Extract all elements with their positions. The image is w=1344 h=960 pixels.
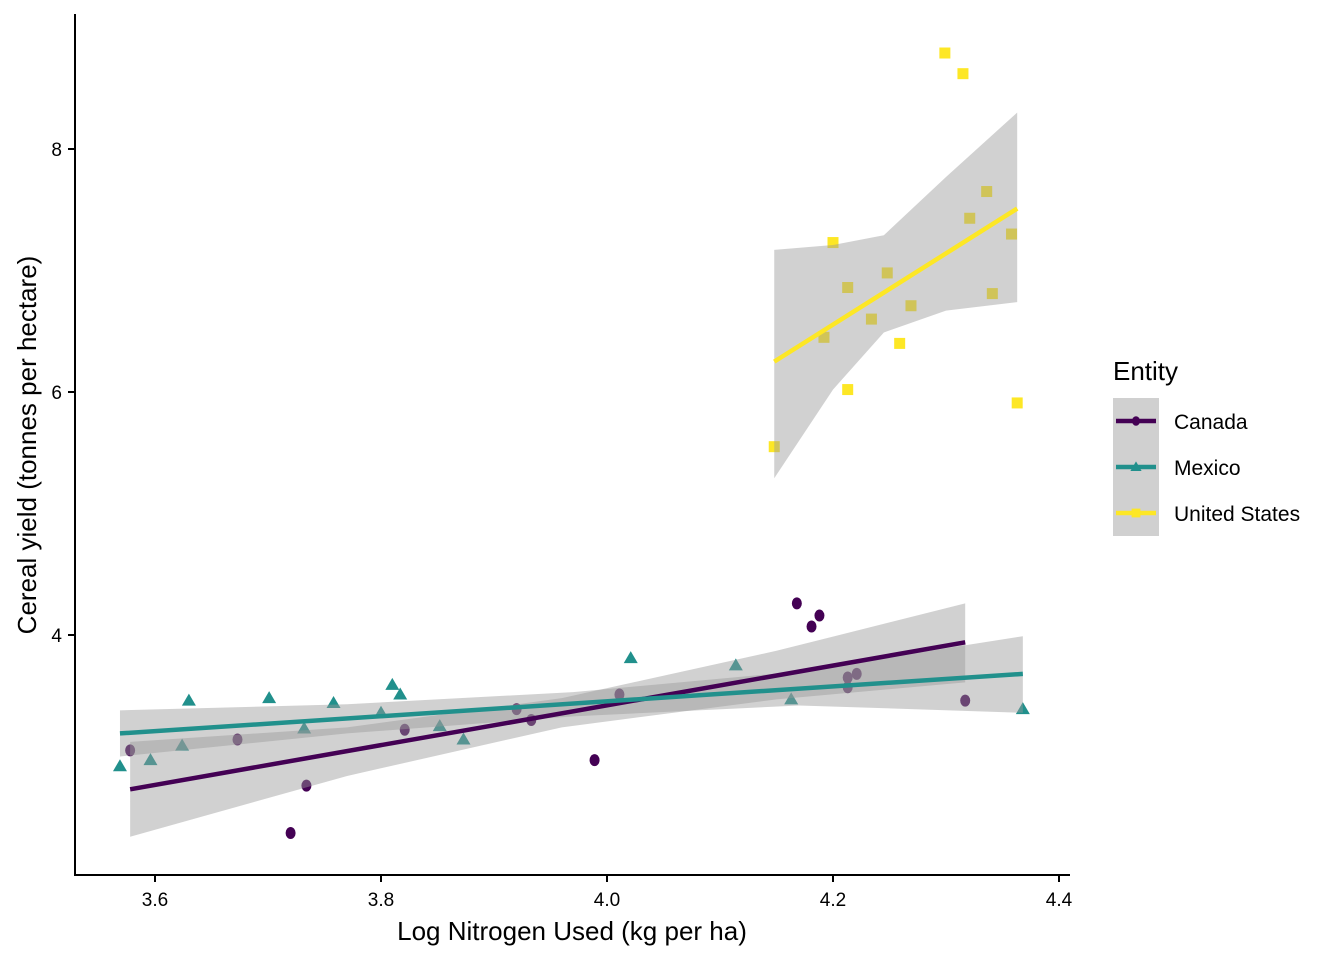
data-point-mexico — [728, 658, 743, 671]
data-point-canada — [125, 744, 136, 757]
data-point-mexico — [262, 691, 277, 704]
data-point-united-states — [957, 68, 969, 80]
data-point-united-states — [827, 237, 839, 249]
data-point-mexico — [112, 759, 127, 772]
data-points — [112, 47, 1030, 840]
data-point-canada — [806, 620, 817, 633]
legend-marker-united-states — [1131, 508, 1141, 518]
data-point-united-states — [865, 313, 877, 325]
y-axis-label: Cereal yield (tonnes per hectare) — [12, 256, 42, 635]
data-point-united-states — [905, 300, 917, 312]
data-point-mexico — [181, 693, 196, 706]
data-point-united-states — [981, 186, 993, 198]
legend: Entity Canada Mexico United States — [1113, 356, 1300, 536]
x-ticks: 3.6 3.8 4.0 4.2 4.4 — [142, 875, 1073, 911]
x-tick-label: 4.2 — [820, 890, 846, 911]
x-tick-label: 4.0 — [594, 890, 620, 911]
data-point-canada — [285, 827, 296, 840]
legend-marker-canada — [1132, 416, 1140, 426]
data-point-mexico — [297, 721, 312, 734]
fit-lines — [119, 206, 1023, 792]
data-point-mexico — [143, 753, 158, 766]
data-point-mexico — [326, 696, 341, 709]
y-ticks: 4 6 8 — [51, 140, 75, 647]
data-point-united-states — [939, 47, 951, 59]
data-point-canada — [842, 671, 853, 684]
x-axis-label: Log Nitrogen Used (kg per ha) — [397, 916, 747, 946]
data-point-mexico — [385, 677, 400, 690]
y-tick-label: 6 — [51, 383, 62, 404]
axes — [74, 14, 1070, 876]
data-point-united-states — [894, 337, 906, 349]
x-tick-label: 4.4 — [1046, 890, 1073, 911]
confidence-bands — [119, 112, 1023, 837]
fit-line-mexico — [119, 671, 1023, 736]
data-point-mexico — [175, 738, 190, 751]
legend-label-united-states: United States — [1174, 503, 1300, 526]
data-point-united-states — [842, 384, 854, 396]
x-tick-label: 3.6 — [142, 890, 168, 911]
data-point-united-states — [842, 282, 854, 294]
y-tick-label: 4 — [51, 626, 62, 647]
data-point-canada — [960, 694, 971, 707]
legend-marker-mexico — [1130, 461, 1142, 471]
fit-line-canada — [129, 640, 966, 792]
fit-line-united-states — [773, 206, 1019, 364]
data-point-canada — [791, 597, 802, 610]
confidence-band-united-states — [774, 112, 1018, 479]
data-point-united-states — [1011, 397, 1023, 409]
data-point-canada — [614, 688, 625, 701]
y-tick-label: 8 — [51, 140, 62, 161]
data-point-mexico — [1015, 702, 1030, 715]
data-point-canada — [232, 733, 243, 746]
confidence-band-canada — [130, 603, 966, 837]
x-tick-label: 3.8 — [368, 890, 394, 911]
data-point-united-states — [986, 288, 998, 300]
data-point-mexico — [393, 687, 408, 700]
data-point-canada — [301, 779, 312, 792]
data-point-united-states — [964, 212, 976, 224]
data-point-united-states — [881, 267, 893, 279]
data-point-united-states — [768, 441, 780, 453]
confidence-band-mexico — [119, 636, 1023, 757]
data-point-mexico — [432, 719, 447, 732]
legend-label-mexico: Mexico — [1174, 457, 1241, 480]
data-point-canada — [399, 723, 410, 736]
data-point-canada — [851, 667, 862, 680]
legend-label-canada: Canada — [1174, 411, 1248, 434]
legend-title: Entity — [1113, 356, 1178, 386]
data-point-canada — [814, 609, 825, 622]
data-point-united-states — [818, 331, 830, 343]
data-point-mexico — [784, 692, 799, 705]
data-point-mexico — [456, 732, 471, 745]
data-point-united-states — [1006, 228, 1018, 240]
data-point-canada — [589, 754, 600, 767]
data-point-mexico — [623, 651, 638, 664]
